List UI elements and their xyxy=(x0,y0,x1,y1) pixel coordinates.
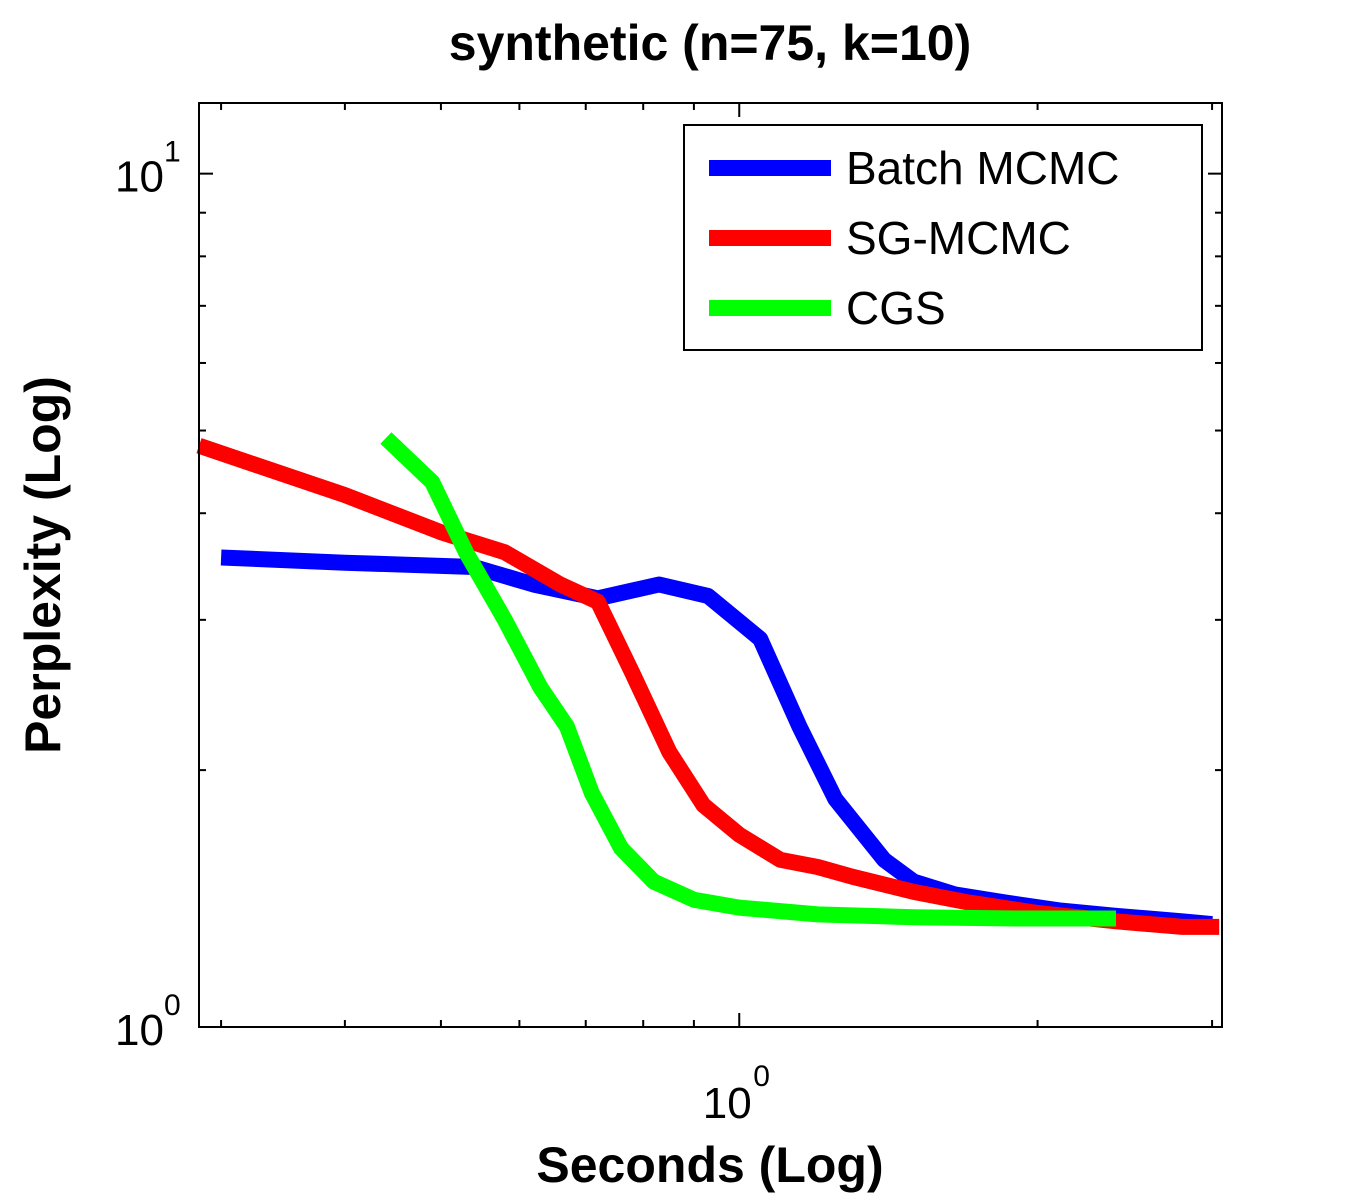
series-layer xyxy=(196,432,1220,935)
x-tick-label-base-0: 10 xyxy=(703,1079,752,1128)
legend-label-0: Batch MCMC xyxy=(846,142,1119,194)
y-tick-label-exp-0: 0 xyxy=(164,989,181,1022)
series-line-1 xyxy=(196,438,1220,935)
y-tick-label-base-0: 10 xyxy=(115,1006,164,1055)
x-axis-label: Seconds (Log) xyxy=(536,1137,883,1193)
series-line-2 xyxy=(380,432,1116,927)
legend-items: Batch MCMC SG-MCMC CGS xyxy=(709,142,1119,334)
plot-frame xyxy=(198,102,1223,1028)
series-line-0 xyxy=(220,549,1213,933)
chart-title: synthetic (n=75, k=10) xyxy=(449,15,971,71)
legend-label-1: SG-MCMC xyxy=(846,212,1071,264)
x-tick-label-exp-0: 0 xyxy=(753,1060,770,1093)
y-tick-label-exp-1: 1 xyxy=(164,136,181,169)
y-tick-label-base-1: 10 xyxy=(115,153,164,202)
legend-label-2: CGS xyxy=(846,282,946,334)
legend: Batch MCMC SG-MCMC CGS xyxy=(683,124,1203,351)
y-axis-label: Perplexity (Log) xyxy=(15,376,71,754)
